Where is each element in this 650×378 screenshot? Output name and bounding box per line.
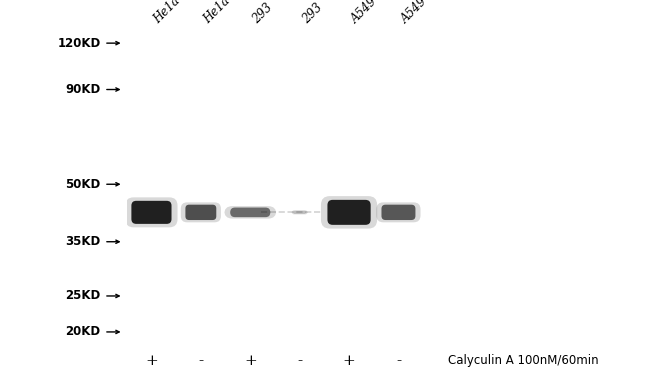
Text: 293: 293 [300,2,325,26]
Text: +: + [244,354,257,368]
Text: -: - [396,354,401,368]
FancyBboxPatch shape [376,202,421,222]
Text: A549: A549 [349,0,380,26]
FancyBboxPatch shape [185,204,216,220]
Text: He1a: He1a [201,0,233,26]
FancyBboxPatch shape [328,200,370,225]
Text: A549: A549 [398,0,430,26]
FancyBboxPatch shape [224,206,276,218]
Text: 25KD: 25KD [66,290,101,302]
Text: 293: 293 [250,2,276,26]
Text: 50KD: 50KD [66,178,101,191]
FancyBboxPatch shape [382,204,415,220]
Text: 90KD: 90KD [66,83,101,96]
Text: -: - [297,354,302,368]
Text: Calyculin A 100nM/60min: Calyculin A 100nM/60min [448,355,599,367]
Text: 20KD: 20KD [66,325,101,338]
Text: +: + [145,354,158,368]
Text: He1a: He1a [151,0,183,26]
FancyBboxPatch shape [321,196,377,229]
Text: -: - [198,354,203,368]
Text: 35KD: 35KD [66,235,101,248]
FancyBboxPatch shape [125,197,177,227]
FancyBboxPatch shape [230,208,270,217]
Text: +: + [343,354,356,368]
FancyBboxPatch shape [292,210,307,214]
FancyBboxPatch shape [294,211,306,214]
Text: 120KD: 120KD [57,37,101,50]
FancyBboxPatch shape [181,202,221,222]
FancyBboxPatch shape [131,201,172,224]
